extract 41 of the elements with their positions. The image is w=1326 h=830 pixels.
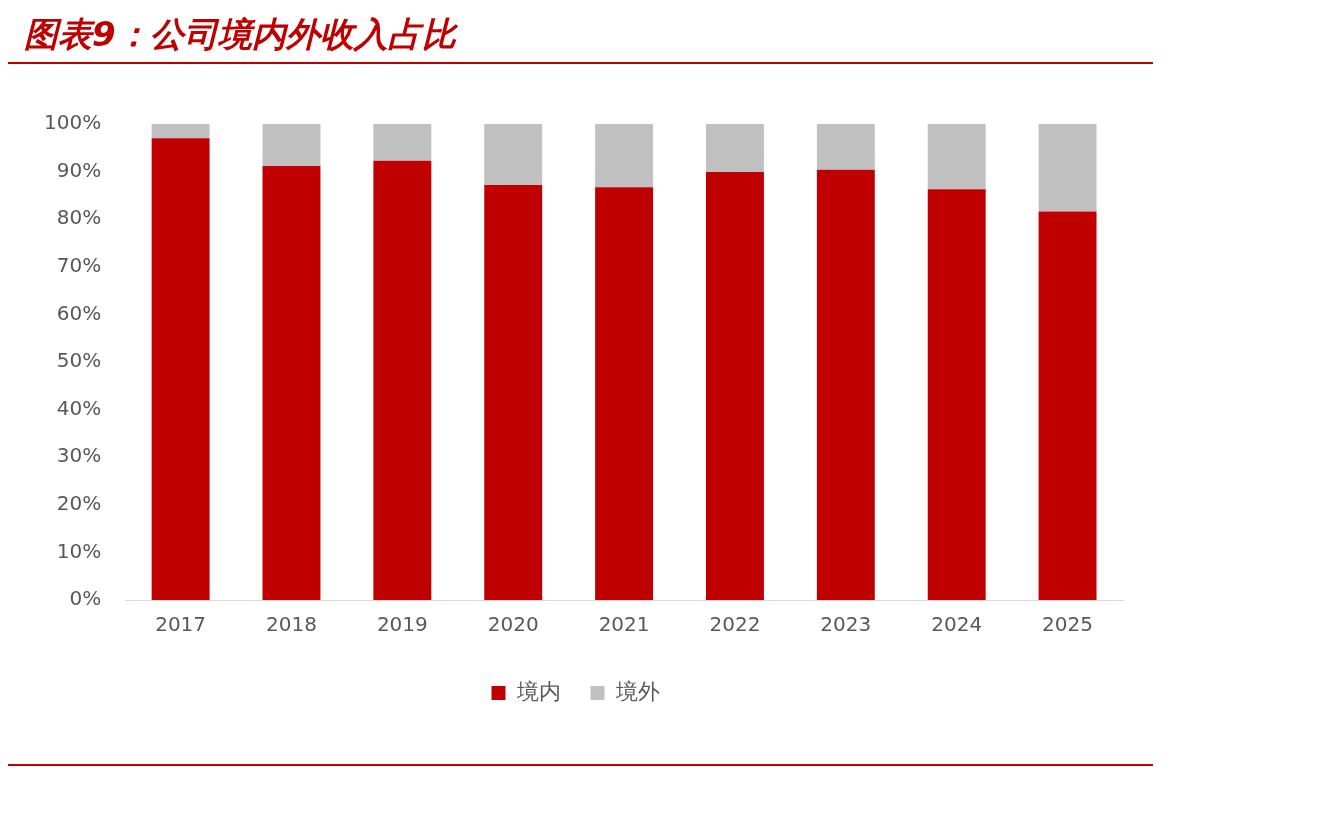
bar [1038, 211, 1097, 600]
y-tick-label: 20% [56, 491, 102, 515]
x-tick-label: 2021 [598, 612, 650, 637]
y-tick-label: 0% [69, 586, 102, 611]
bar [595, 124, 654, 188]
x-tick-label: 2023 [820, 612, 872, 637]
chart-title: 图表9：公司境内外收入占比 [8, 8, 1153, 64]
bar [484, 184, 543, 600]
x-tick-label: 2019 [376, 612, 428, 637]
bar [484, 124, 543, 185]
y-tick-label: 60% [56, 300, 102, 325]
x-tick-label: 2018 [266, 612, 317, 637]
bar [927, 189, 986, 600]
legend-label: 境内 [515, 678, 561, 704]
bar [816, 169, 875, 600]
bar [151, 138, 210, 600]
x-tick-label: 2017 [155, 612, 207, 637]
bar [373, 124, 432, 161]
y-tick-label: 40% [56, 395, 102, 420]
x-tick-label: 2020 [487, 612, 539, 637]
x-tick-label: 2025 [1042, 612, 1094, 637]
y-tick-label: 70% [56, 253, 102, 277]
y-tick-label: 80% [56, 205, 102, 230]
bar [151, 124, 210, 139]
legend-label: 境外 [614, 678, 660, 704]
y-tick-label: 30% [56, 443, 102, 468]
bar [262, 124, 321, 166]
x-tick-label: 2024 [931, 612, 983, 637]
y-tick-label: 50% [56, 348, 102, 373]
bar [1038, 124, 1097, 212]
x-tick-label: 2022 [709, 612, 761, 637]
y-tick-label: 10% [56, 538, 102, 563]
bar [373, 160, 432, 600]
bar [927, 124, 986, 190]
bar [705, 172, 764, 600]
bar [262, 165, 321, 600]
bar [816, 124, 875, 170]
y-tick-label: 100% [43, 110, 102, 135]
bar [595, 187, 654, 600]
bar [705, 124, 764, 173]
y-tick-label: 90% [56, 157, 102, 182]
